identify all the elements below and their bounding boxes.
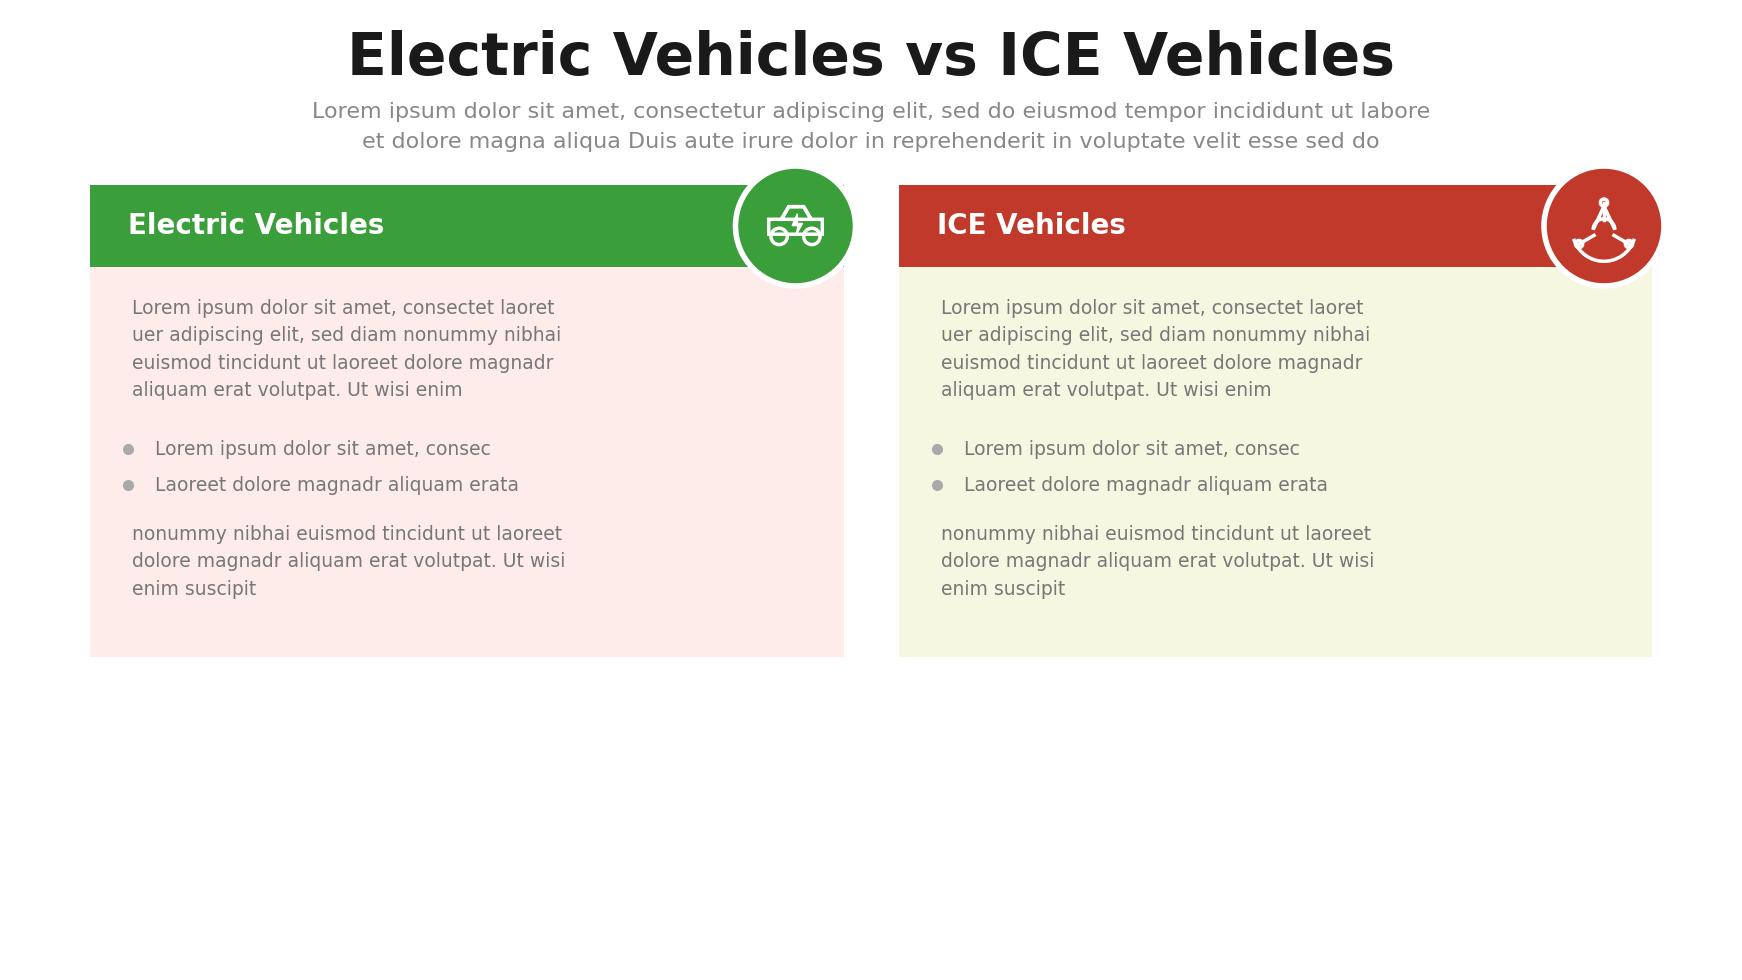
Polygon shape	[793, 214, 803, 235]
Text: Lorem ipsum dolor sit amet, consec: Lorem ipsum dolor sit amet, consec	[155, 439, 491, 459]
Text: Lorem ipsum dolor sit amet, consectet laoret
uer adipiscing elit, sed diam nonum: Lorem ipsum dolor sit amet, consectet la…	[941, 299, 1369, 400]
Text: Lorem ipsum dolor sit amet, consec: Lorem ipsum dolor sit amet, consec	[963, 439, 1300, 459]
Text: nonummy nibhai euismod tincidunt ut laoreet
dolore magnadr aliquam erat volutpat: nonummy nibhai euismod tincidunt ut laor…	[132, 525, 566, 599]
Text: Lorem ipsum dolor sit amet, consectetur adipiscing elit, sed do eiusmod tempor i: Lorem ipsum dolor sit amet, consectetur …	[312, 102, 1430, 122]
Text: ICE Vehicles: ICE Vehicles	[937, 212, 1125, 240]
Text: nonummy nibhai euismod tincidunt ut laoreet
dolore magnadr aliquam erat volutpat: nonummy nibhai euismod tincidunt ut laor…	[941, 525, 1374, 599]
FancyBboxPatch shape	[899, 185, 1651, 267]
Text: Electric Vehicles vs ICE Vehicles: Electric Vehicles vs ICE Vehicles	[347, 29, 1395, 86]
Text: Lorem ipsum dolor sit amet, consectet laoret
uer adipiscing elit, sed diam nonum: Lorem ipsum dolor sit amet, consectet la…	[132, 299, 561, 400]
Circle shape	[735, 166, 855, 286]
FancyBboxPatch shape	[91, 185, 843, 267]
FancyBboxPatch shape	[899, 267, 1651, 657]
Text: Laoreet dolore magnadr aliquam erata: Laoreet dolore magnadr aliquam erata	[963, 475, 1327, 495]
Text: et dolore magna aliqua Duis aute irure dolor in reprehenderit in voluptate velit: et dolore magna aliqua Duis aute irure d…	[362, 132, 1380, 152]
Text: Laoreet dolore magnadr aliquam erata: Laoreet dolore magnadr aliquam erata	[155, 475, 519, 495]
Text: Electric Vehicles: Electric Vehicles	[127, 212, 385, 240]
FancyBboxPatch shape	[91, 267, 843, 657]
Circle shape	[1543, 166, 1664, 286]
